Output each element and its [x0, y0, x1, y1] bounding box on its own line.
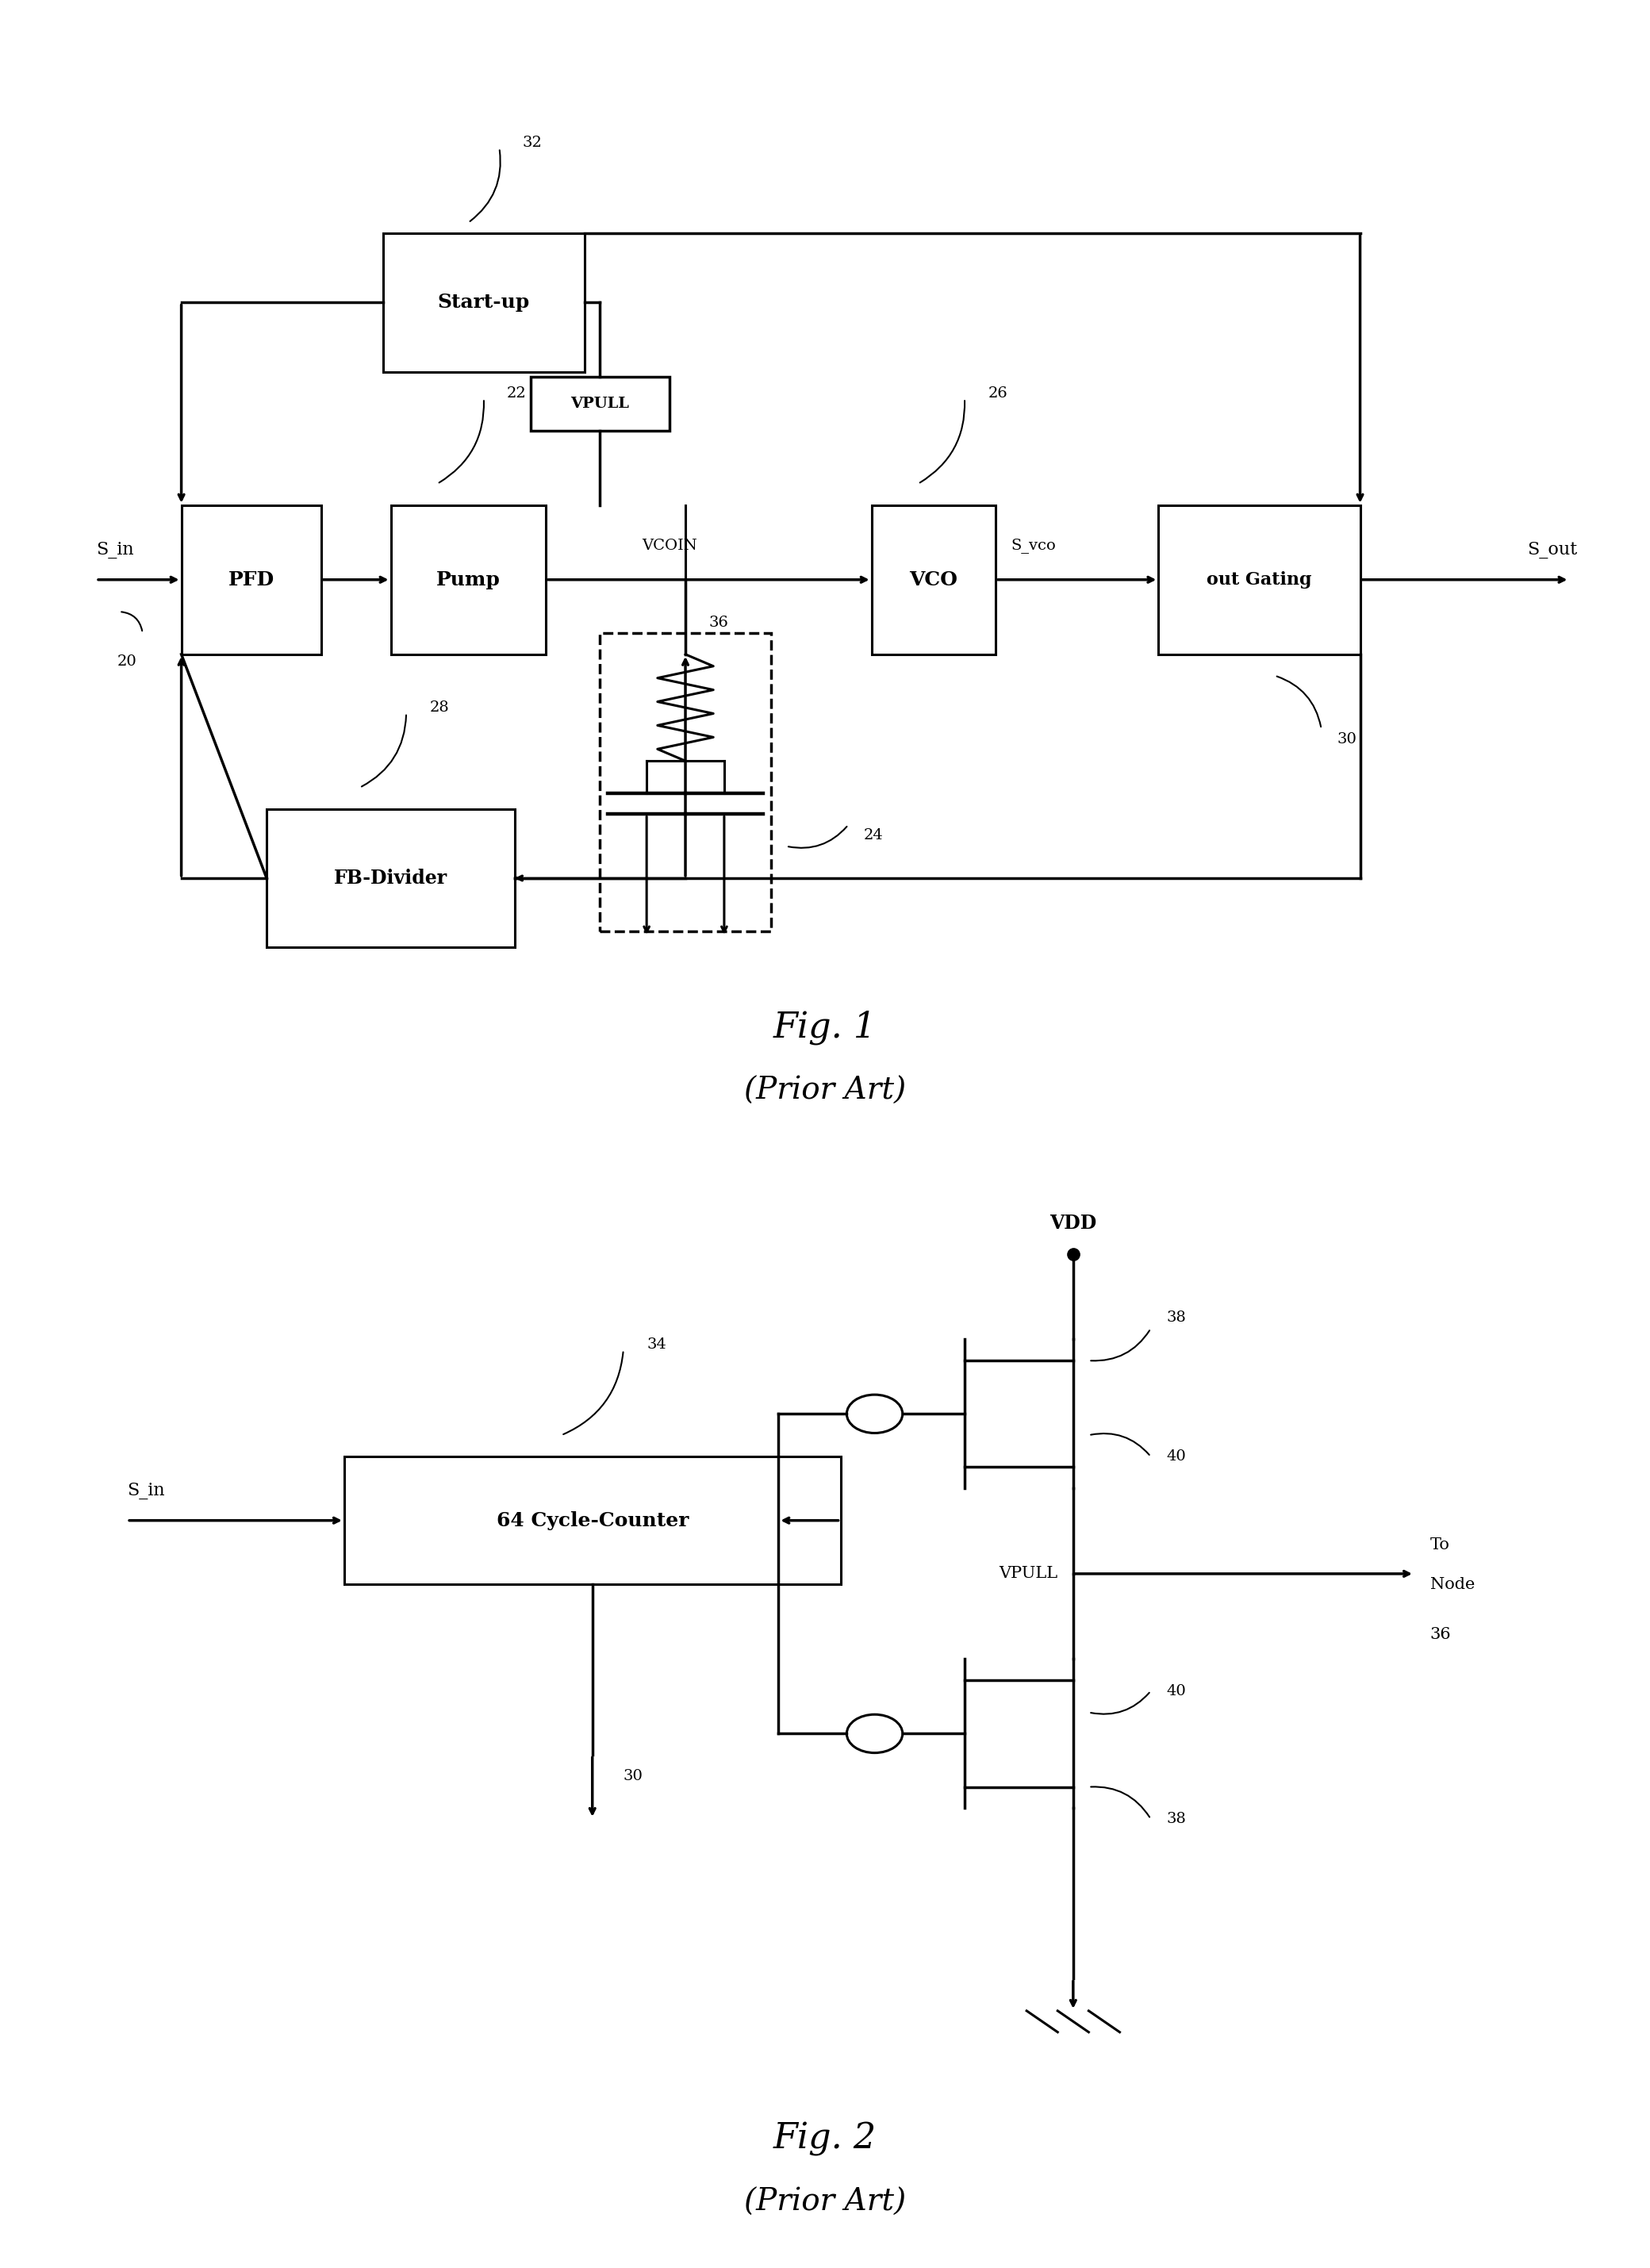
Text: VPULL: VPULL — [998, 1567, 1058, 1581]
FancyBboxPatch shape — [871, 506, 995, 653]
Text: (Prior Art): (Prior Art) — [744, 2189, 906, 2218]
Text: 28: 28 — [429, 701, 449, 714]
FancyBboxPatch shape — [383, 234, 584, 372]
Text: 38: 38 — [1167, 1812, 1186, 1826]
Text: (Prior Art): (Prior Art) — [744, 1077, 906, 1107]
Text: 26: 26 — [988, 386, 1008, 399]
Text: VDD: VDD — [1049, 1213, 1097, 1234]
Text: Start-up: Start-up — [437, 293, 530, 313]
Text: Fig. 1: Fig. 1 — [774, 1009, 876, 1046]
FancyBboxPatch shape — [267, 810, 515, 948]
FancyBboxPatch shape — [601, 633, 771, 932]
Text: S_in: S_in — [127, 1481, 165, 1499]
Text: S_out: S_out — [1526, 542, 1577, 558]
Text: FB-Divider: FB-Divider — [333, 869, 447, 887]
Text: 40: 40 — [1167, 1449, 1186, 1463]
Text: 38: 38 — [1167, 1311, 1186, 1325]
Text: VPULL: VPULL — [571, 397, 629, 411]
FancyBboxPatch shape — [530, 376, 670, 431]
Text: To: To — [1431, 1538, 1450, 1551]
Text: 22: 22 — [507, 386, 526, 399]
Text: 34: 34 — [647, 1338, 667, 1352]
FancyBboxPatch shape — [1158, 506, 1360, 653]
Text: PFD: PFD — [228, 569, 274, 590]
Text: 20: 20 — [117, 653, 137, 669]
Text: 30: 30 — [624, 1769, 644, 1783]
Text: 30: 30 — [1336, 733, 1356, 746]
FancyBboxPatch shape — [391, 506, 546, 653]
Text: VCO: VCO — [909, 569, 957, 590]
Text: out Gating: out Gating — [1206, 572, 1312, 587]
Text: S_in: S_in — [96, 542, 134, 558]
Text: Pump: Pump — [436, 569, 500, 590]
Text: VCOIN: VCOIN — [642, 540, 698, 553]
Text: 24: 24 — [865, 828, 883, 844]
Text: Node: Node — [1431, 1576, 1475, 1592]
Text: 40: 40 — [1167, 1683, 1186, 1699]
Text: Fig. 2: Fig. 2 — [774, 2121, 876, 2157]
Text: 36: 36 — [710, 615, 728, 631]
Text: S_vco: S_vco — [1011, 538, 1056, 553]
Text: 64 Cycle-Counter: 64 Cycle-Counter — [497, 1510, 688, 1531]
Text: 32: 32 — [523, 136, 543, 150]
Text: 36: 36 — [1431, 1626, 1450, 1642]
FancyBboxPatch shape — [182, 506, 320, 653]
FancyBboxPatch shape — [345, 1456, 840, 1585]
